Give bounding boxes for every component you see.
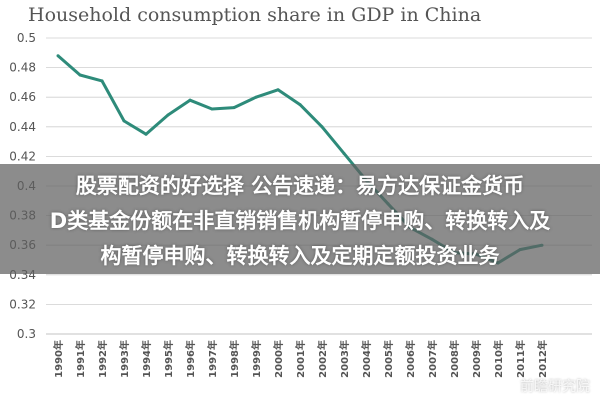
y-tick-label: 0.46	[9, 90, 36, 104]
y-tick-label: 0.5	[17, 31, 36, 45]
data-point	[254, 95, 258, 99]
x-tick-label: 2008年	[448, 340, 461, 378]
data-point	[144, 132, 148, 136]
x-tick-label: 2003年	[338, 340, 351, 378]
x-tick-label: 2000年	[272, 340, 285, 378]
x-tick-label: 1996年	[184, 340, 197, 378]
data-point	[100, 79, 104, 83]
data-point	[56, 54, 60, 58]
x-tick-label: 2006年	[404, 340, 417, 378]
x-tick-label: 2007年	[426, 340, 439, 378]
x-tick-label: 1993年	[118, 340, 131, 378]
x-tick-label: 2002年	[316, 340, 329, 378]
overlay-text-line-1: 股票配资的好选择 公告速递：易方达保证金货币	[75, 174, 525, 198]
data-point	[78, 73, 82, 77]
y-tick-label: 0.32	[9, 297, 36, 311]
data-point	[232, 106, 236, 110]
data-point	[122, 119, 126, 123]
chart-title: Household consumption share in GDP in Ch…	[28, 4, 482, 26]
data-point	[166, 113, 170, 117]
overlay-text-line-2: D类基金份额在非直销销售机构暂停申购、转换转入及	[49, 209, 551, 233]
x-axis-ticks: 1990年 1991年 1992年 1993年 1994年 1995年 1996年 1997年…	[52, 340, 549, 378]
x-tick-label: 2012年	[536, 340, 549, 378]
y-tick-label: 0.3	[17, 327, 36, 341]
x-tick-label: 1994年	[140, 340, 153, 378]
data-point	[298, 103, 302, 107]
x-tick-label: 2011年	[514, 340, 527, 378]
x-tick-label: 2010年	[492, 340, 505, 378]
x-tick-label: 1999年	[250, 340, 263, 378]
x-tick-label: 2009年	[470, 340, 483, 378]
x-tick-label: 1991年	[74, 340, 87, 378]
x-tick-label: 2001年	[294, 340, 307, 378]
y-tick-label: 0.42	[9, 149, 36, 163]
data-point	[188, 98, 192, 102]
x-tick-label: 2005年	[382, 340, 395, 378]
y-tick-label: 0.48	[9, 61, 36, 75]
x-tick-label: 1998年	[228, 340, 241, 378]
x-tick-label: 2004年	[360, 340, 373, 378]
x-tick-label: 1992年	[96, 340, 109, 378]
x-tick-label: 1997年	[206, 340, 219, 378]
data-point	[342, 151, 346, 155]
x-tick-label: 1995年	[162, 340, 175, 378]
watermark: 前瞻研究院	[520, 379, 590, 395]
overlay-banner	[0, 164, 600, 274]
data-point	[276, 88, 280, 92]
data-point	[210, 107, 214, 111]
x-tick-label: 1990年	[52, 340, 65, 378]
data-point	[320, 125, 324, 129]
overlay-text-line-3: 构暂停申购、转换转入及定期定额投资业务	[100, 244, 500, 268]
y-tick-label: 0.44	[9, 120, 36, 134]
